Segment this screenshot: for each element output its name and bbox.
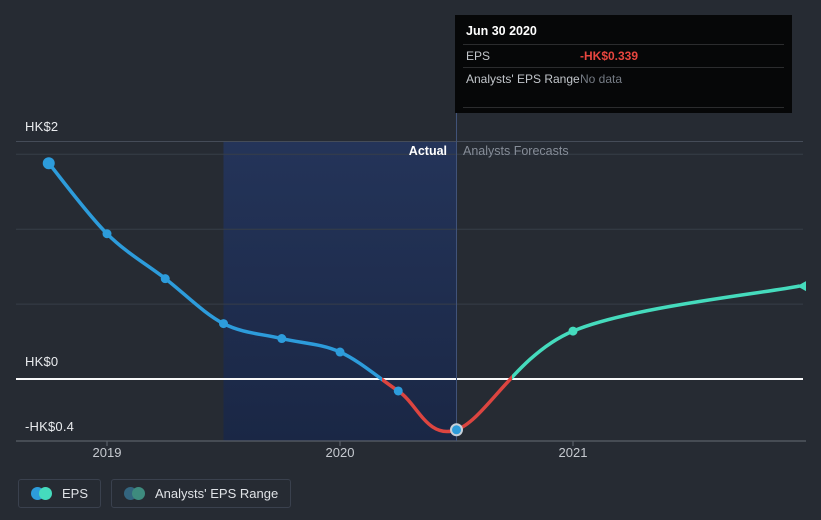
x-axis-tick-2019: 2019 — [92, 445, 122, 460]
forecasts-region-label: Analysts Forecasts — [463, 144, 569, 158]
actual-region-label: Actual — [408, 144, 447, 158]
forecast-data-point — [568, 326, 578, 336]
legend-label: EPS — [62, 486, 89, 501]
tooltip-row-analysts-range: Analysts' EPS Range No data — [463, 67, 784, 90]
legend-eps-toggle[interactable]: EPS — [18, 479, 102, 508]
tooltip-row-value: -HK$0.339 — [580, 49, 639, 63]
tooltip-row-eps: EPS -HK$0.339 — [463, 44, 784, 67]
data-point — [102, 229, 112, 239]
data-point — [42, 157, 55, 170]
data-point — [277, 334, 287, 344]
highlighted-data-point — [450, 423, 463, 437]
data-point — [335, 347, 345, 357]
past-year-highlight-band — [223, 141, 457, 441]
tooltip-row-value: No data — [580, 72, 623, 86]
y-axis-label-top: HK$2 — [25, 119, 59, 134]
data-point — [219, 319, 228, 329]
legend-analysts-range-toggle[interactable]: Analysts' EPS Range — [111, 479, 292, 508]
series-color-icon — [39, 487, 52, 500]
x-axis-tick-2021: 2021 — [558, 445, 588, 460]
tooltip: Jun 30 2020 EPS -HK$0.339 Analysts' EPS Ra… — [455, 15, 792, 113]
series-color-icon — [132, 487, 146, 500]
tooltip-row-label: EPS — [466, 49, 491, 63]
legend-label: Analysts' EPS Range — [155, 486, 279, 501]
tooltip-divider — [463, 107, 784, 108]
data-point — [160, 274, 170, 284]
tooltip-date-title: Jun 30 2020 — [466, 24, 537, 38]
y-axis-label-zero: HK$0 — [25, 354, 59, 369]
x-axis-tick-2020: 2020 — [325, 445, 355, 460]
tooltip-rows: EPS -HK$0.339 Analysts' EPS Range No data — [455, 44, 792, 90]
data-point — [393, 386, 403, 396]
y-axis-label-bottom: -HK$0.4 — [25, 419, 75, 434]
tooltip-row-label: Analysts' EPS Range — [466, 72, 580, 86]
legend: EPS Analysts' EPS Range — [18, 479, 292, 508]
forecast-end-arrow — [797, 281, 807, 292]
